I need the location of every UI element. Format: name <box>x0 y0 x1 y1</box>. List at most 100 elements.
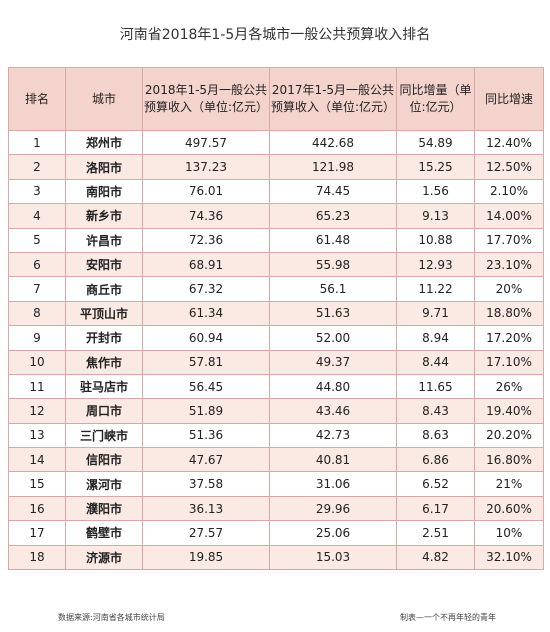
cell-rank: 8 <box>8 300 66 327</box>
cell-yoy-growth: 17.10% <box>474 349 544 375</box>
table-row: 12 周口市 51.89 43.46 8.43 19.40% <box>8 398 544 424</box>
header-yoy-increase: 同比增量（单位:亿元） <box>396 67 475 131</box>
table-row: 18 济源市 19.85 15.03 4.82 32.10% <box>8 544 544 571</box>
cell-revenue-2017: 121.98 <box>269 154 397 180</box>
cell-revenue-2017: 25.06 <box>269 520 397 546</box>
cell-revenue-2017: 51.63 <box>269 300 397 327</box>
table-row: 11 驻马店市 56.45 44.80 11.65 26% <box>8 373 544 400</box>
cell-rank: 6 <box>8 251 66 278</box>
cell-rank: 16 <box>8 495 66 522</box>
page-title: 河南省2018年1-5月各城市一般公共预算收入排名 <box>119 27 431 43</box>
table-row: 2 洛阳市 137.23 121.98 15.25 12.50% <box>8 154 544 180</box>
cell-revenue-2017: 49.37 <box>269 349 397 375</box>
cell-revenue-2018: 51.36 <box>142 422 270 449</box>
cell-yoy-increase: 11.22 <box>396 276 475 302</box>
cell-revenue-2017: 52.00 <box>269 325 397 351</box>
cell-city: 三门峡市 <box>65 422 143 449</box>
cell-revenue-2018: 47.67 <box>142 447 270 473</box>
cell-yoy-increase: 6.52 <box>396 471 475 497</box>
cell-yoy-increase: 1.56 <box>396 178 475 205</box>
table-row: 4 新乡市 74.36 65.23 9.13 14.00% <box>8 203 544 229</box>
cell-revenue-2017: 31.06 <box>269 471 397 497</box>
header-rank: 排名 <box>8 67 66 131</box>
cell-revenue-2018: 60.94 <box>142 325 270 351</box>
cell-revenue-2018: 137.23 <box>142 154 270 180</box>
cell-yoy-growth: 12.40% <box>474 129 544 156</box>
cell-revenue-2018: 57.81 <box>142 349 270 375</box>
cell-rank: 13 <box>8 422 66 449</box>
cell-revenue-2018: 61.34 <box>142 300 270 327</box>
cell-city: 濮阳市 <box>65 495 143 522</box>
cell-yoy-increase: 12.93 <box>396 251 475 278</box>
cell-yoy-growth: 21% <box>474 471 544 497</box>
table-row: 5 许昌市 72.36 61.48 10.88 17.70% <box>8 227 544 253</box>
cell-yoy-increase: 8.94 <box>396 325 475 351</box>
cell-rank: 7 <box>8 276 66 302</box>
table-body: 1 郑州市 497.57 442.68 54.89 12.40% 2 洛阳市 137.23 121… <box>8 129 544 571</box>
cell-yoy-growth: 32.10% <box>474 544 544 571</box>
cell-revenue-2018: 497.57 <box>142 129 270 156</box>
cell-revenue-2017: 74.45 <box>269 178 397 205</box>
table-row: 14 信阳市 47.67 40.81 6.86 16.80% <box>8 447 544 473</box>
cell-city: 新乡市 <box>65 203 143 229</box>
cell-city: 驻马店市 <box>65 373 143 400</box>
cell-yoy-growth: 12.50% <box>474 154 544 180</box>
cell-yoy-growth: 18.80% <box>474 300 544 327</box>
table-row: 6 安阳市 68.91 55.98 12.93 23.10% <box>8 251 544 278</box>
cell-city: 济源市 <box>65 544 143 571</box>
cell-yoy-increase: 8.44 <box>396 349 475 375</box>
data-source-note: 数据来源:河南省各城市统计局 <box>58 613 165 622</box>
cell-revenue-2017: 44.80 <box>269 373 397 400</box>
cell-rank: 3 <box>8 178 66 205</box>
cell-yoy-growth: 19.40% <box>474 398 544 424</box>
cell-city: 信阳市 <box>65 447 143 473</box>
table-header-row: 排名 城市 2018年1-5月一般公共预算收入（单位:亿元） 2017年1-5月… <box>8 67 544 131</box>
cell-revenue-2017: 61.48 <box>269 227 397 253</box>
cell-yoy-growth: 20% <box>474 276 544 302</box>
cell-revenue-2017: 40.81 <box>269 447 397 473</box>
cell-city: 开封市 <box>65 325 143 351</box>
cell-city: 鹤壁市 <box>65 520 143 546</box>
cell-yoy-increase: 15.25 <box>396 154 475 180</box>
cell-city: 焦作市 <box>65 349 143 375</box>
table-row: 9 开封市 60.94 52.00 8.94 17.20% <box>8 325 544 351</box>
ranking-table: 排名 城市 2018年1-5月一般公共预算收入（单位:亿元） 2017年1-5月… <box>8 67 544 571</box>
cell-revenue-2017: 65.23 <box>269 203 397 229</box>
cell-yoy-increase: 4.82 <box>396 544 475 571</box>
table-row: 3 南阳市 76.01 74.45 1.56 2.10% <box>8 178 544 205</box>
cell-city: 郑州市 <box>65 129 143 156</box>
cell-revenue-2018: 37.58 <box>142 471 270 497</box>
cell-rank: 12 <box>8 398 66 424</box>
cell-city: 周口市 <box>65 398 143 424</box>
cell-rank: 2 <box>8 154 66 180</box>
cell-revenue-2018: 72.36 <box>142 227 270 253</box>
table-row: 13 三门峡市 51.36 42.73 8.63 20.20% <box>8 422 544 449</box>
cell-revenue-2017: 442.68 <box>269 129 397 156</box>
cell-city: 安阳市 <box>65 251 143 278</box>
cell-revenue-2017: 56.1 <box>269 276 397 302</box>
table-row: 17 鹤壁市 27.57 25.06 2.51 10% <box>8 520 544 546</box>
cell-yoy-growth: 10% <box>474 520 544 546</box>
cell-rank: 11 <box>8 373 66 400</box>
cell-rank: 5 <box>8 227 66 253</box>
table-row: 1 郑州市 497.57 442.68 54.89 12.40% <box>8 129 544 156</box>
cell-revenue-2018: 27.57 <box>142 520 270 546</box>
cell-revenue-2017: 42.73 <box>269 422 397 449</box>
table-row: 16 濮阳市 36.13 29.96 6.17 20.60% <box>8 495 544 522</box>
cell-yoy-growth: 23.10% <box>474 251 544 278</box>
cell-revenue-2018: 76.01 <box>142 178 270 205</box>
cell-revenue-2017: 29.96 <box>269 495 397 522</box>
cell-yoy-growth: 20.60% <box>474 495 544 522</box>
table-row: 8 平顶山市 61.34 51.63 9.71 18.80% <box>8 300 544 327</box>
cell-city: 平顶山市 <box>65 300 143 327</box>
cell-revenue-2018: 67.32 <box>142 276 270 302</box>
cell-rank: 14 <box>8 447 66 473</box>
cell-city: 南阳市 <box>65 178 143 205</box>
cell-yoy-increase: 54.89 <box>396 129 475 156</box>
cell-yoy-growth: 17.70% <box>474 227 544 253</box>
cell-city: 洛阳市 <box>65 154 143 180</box>
cell-revenue-2018: 56.45 <box>142 373 270 400</box>
table-row: 7 商丘市 67.32 56.1 11.22 20% <box>8 276 544 302</box>
cell-city: 许昌市 <box>65 227 143 253</box>
header-yoy-growth: 同比增速 <box>474 67 544 131</box>
